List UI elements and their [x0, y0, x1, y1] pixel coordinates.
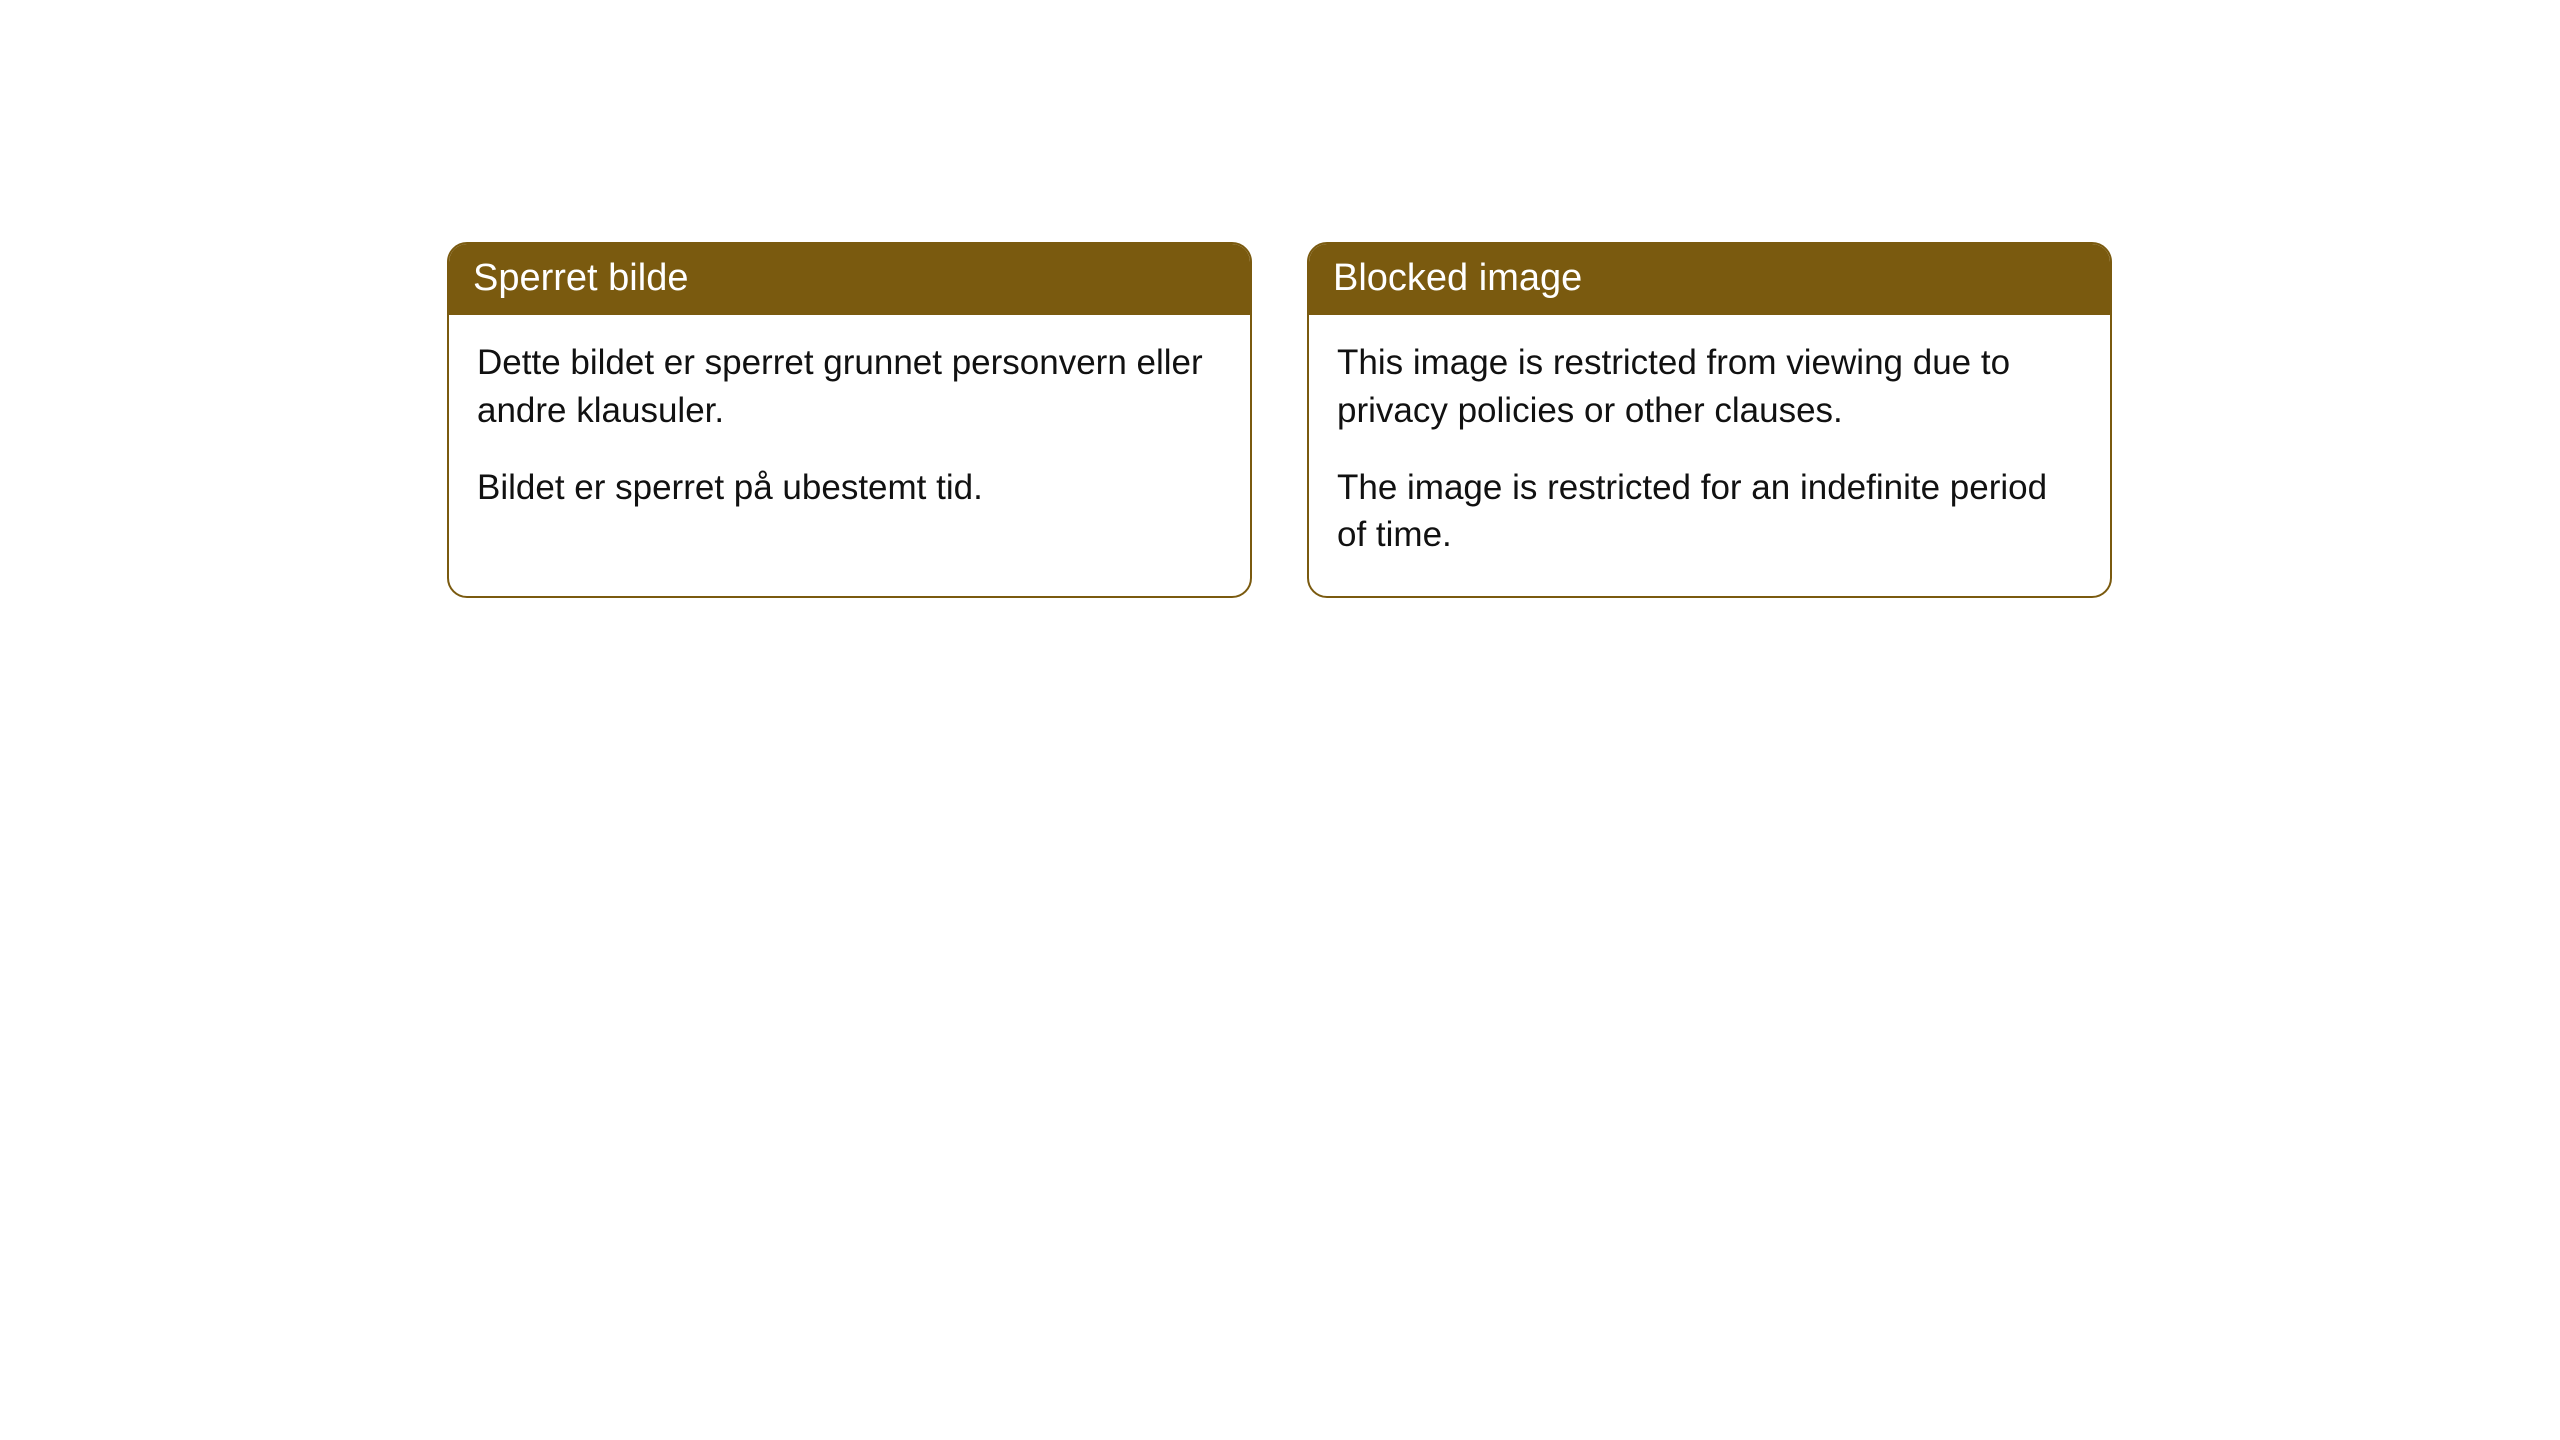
card-text-en-1: This image is restricted from viewing du…: [1337, 339, 2082, 434]
card-header-en: Blocked image: [1309, 244, 2110, 315]
blocked-image-card-en: Blocked image This image is restricted f…: [1307, 242, 2112, 598]
card-text-en-2: The image is restricted for an indefinit…: [1337, 464, 2082, 559]
card-body-no: Dette bildet er sperret grunnet personve…: [449, 315, 1250, 549]
card-body-en: This image is restricted from viewing du…: [1309, 315, 2110, 596]
cards-container: Sperret bilde Dette bildet er sperret gr…: [447, 242, 2112, 598]
card-header-no: Sperret bilde: [449, 244, 1250, 315]
card-text-no-1: Dette bildet er sperret grunnet personve…: [477, 339, 1222, 434]
blocked-image-card-no: Sperret bilde Dette bildet er sperret gr…: [447, 242, 1252, 598]
card-text-no-2: Bildet er sperret på ubestemt tid.: [477, 464, 1222, 511]
